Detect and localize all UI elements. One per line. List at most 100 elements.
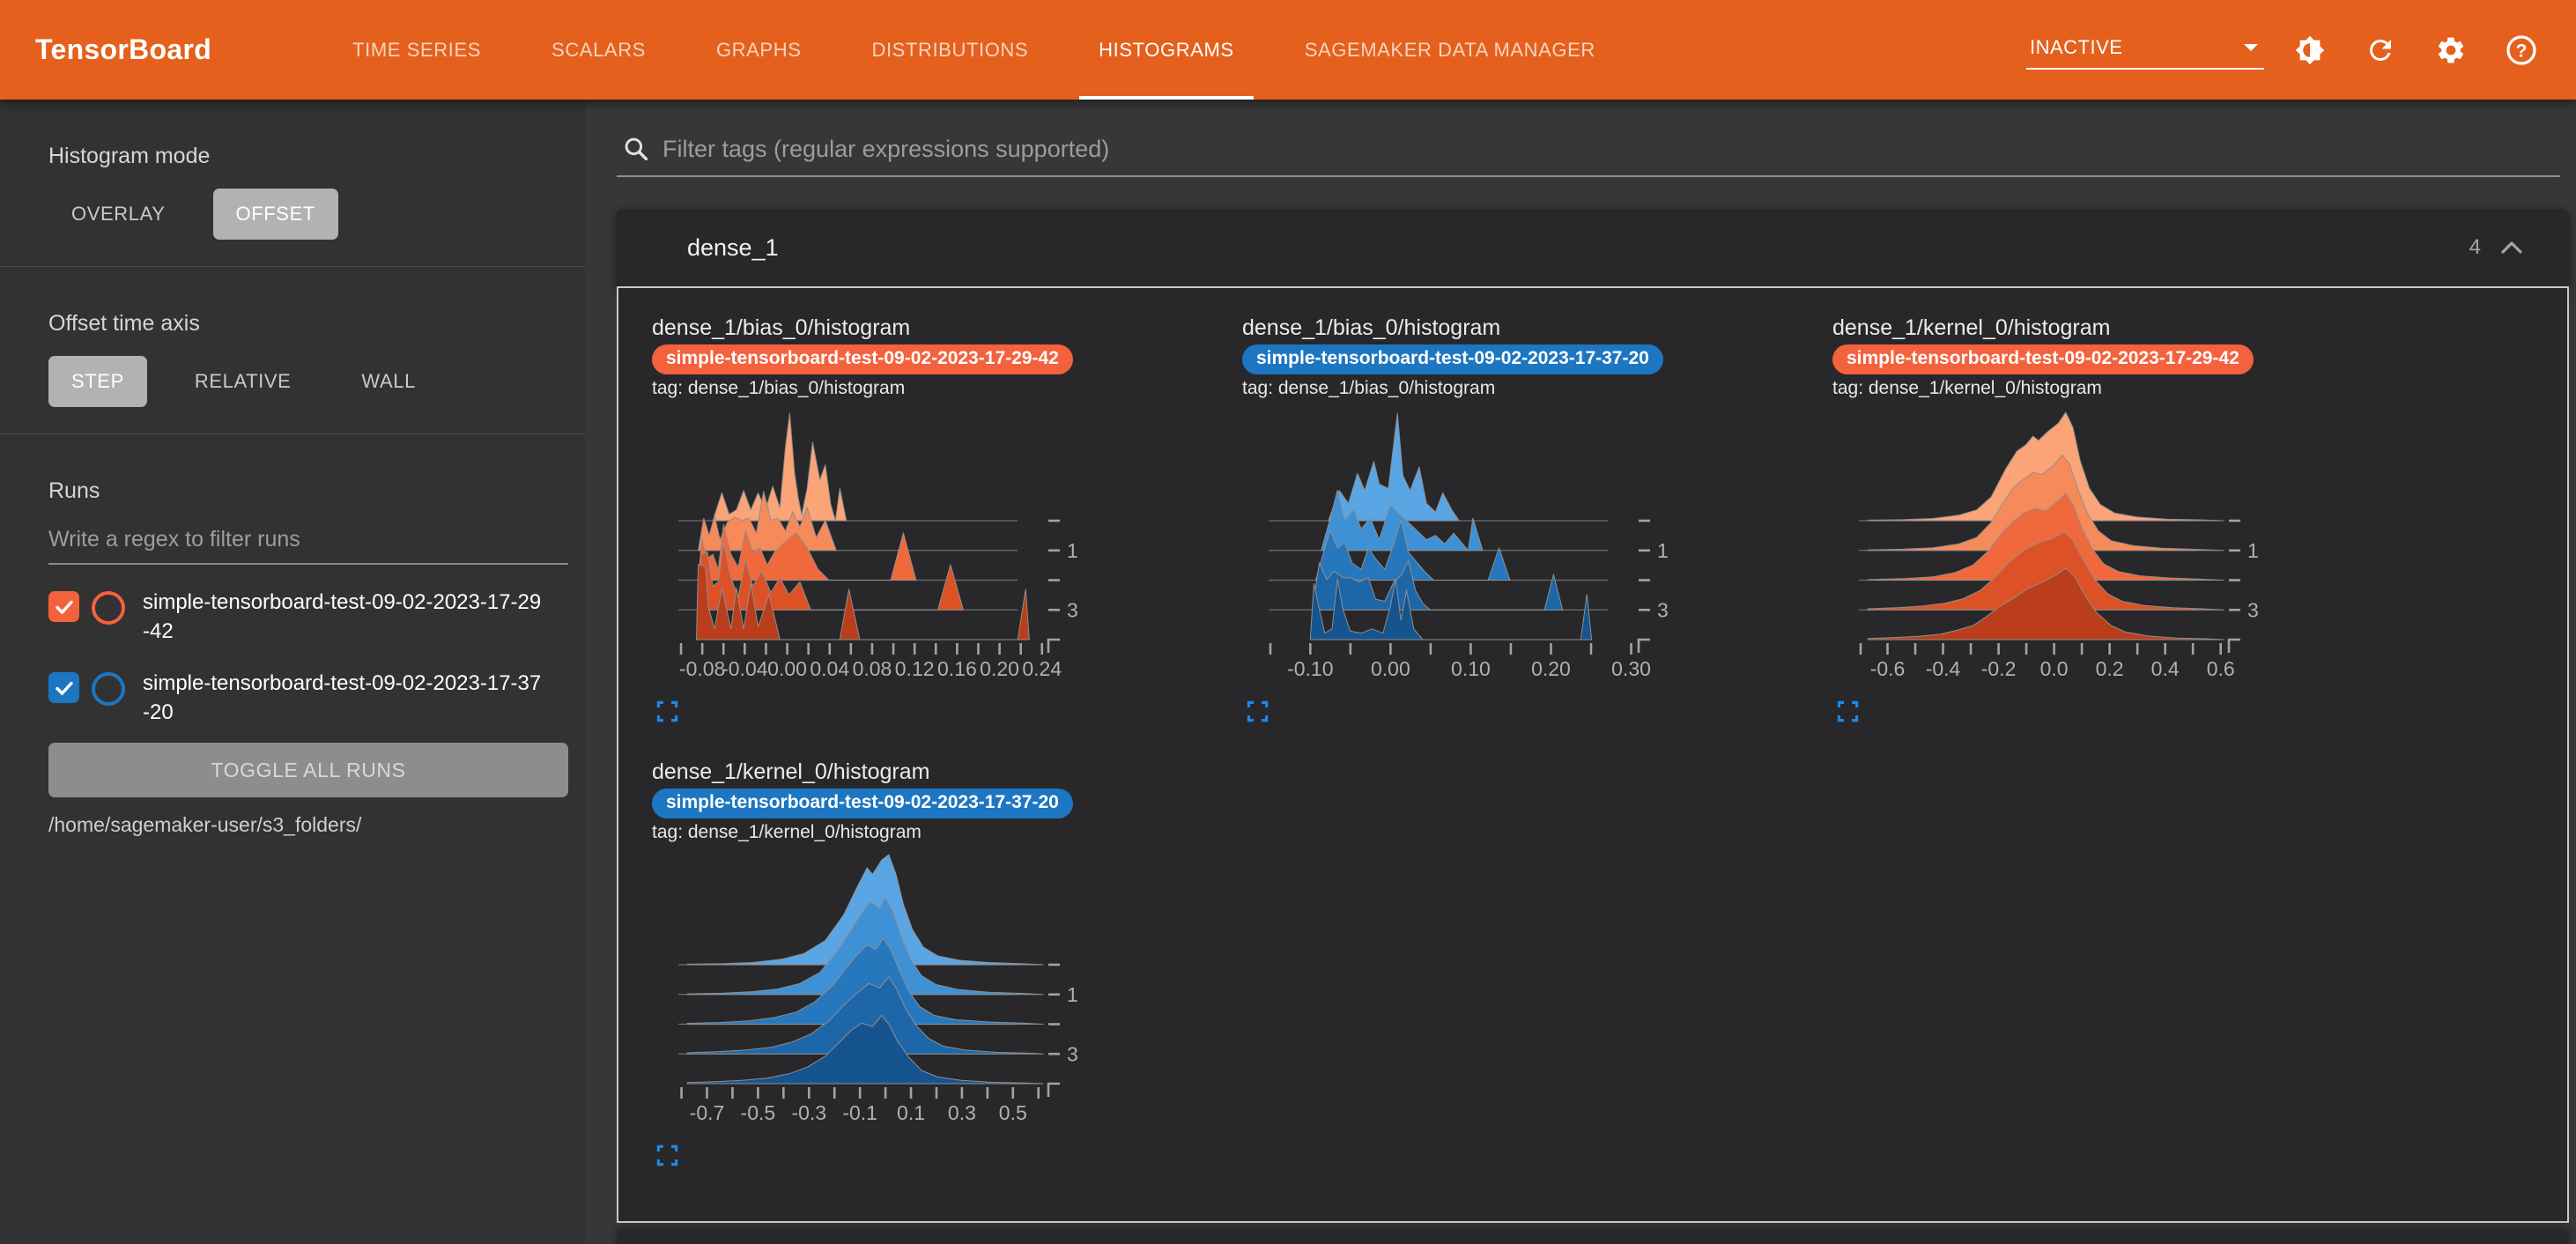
tag-label: tag: dense_1/kernel_0/histogram bbox=[652, 822, 922, 842]
chart-title: dense_1/kernel_0/histogram bbox=[652, 759, 930, 784]
y-tick-label: 1 bbox=[1067, 983, 1078, 1006]
y-tick-label: 3 bbox=[1067, 1042, 1078, 1065]
histogram-ridge bbox=[1867, 411, 2224, 522]
fullscreen-expand-icon[interactable] bbox=[655, 700, 679, 728]
main-content: Filter tags (regular expressions support… bbox=[586, 100, 2576, 1244]
offset-time-axis-label: Offset time axis bbox=[48, 311, 200, 336]
histogram-ridge bbox=[696, 564, 1030, 641]
x-tick-label: 0.30 bbox=[1611, 657, 1651, 680]
run-color-circle[interactable] bbox=[92, 672, 125, 706]
histogram-mode-group: OVERLAY OFFSET bbox=[48, 189, 568, 240]
run-checkbox[interactable] bbox=[48, 672, 79, 703]
fullscreen-expand-icon[interactable] bbox=[1836, 700, 1860, 728]
tag-filter-placeholder: Filter tags (regular expressions support… bbox=[663, 135, 1110, 162]
tag-group-header[interactable]: dense_1 4 bbox=[617, 209, 2569, 286]
x-tick-label: -0.6 bbox=[1870, 657, 1906, 680]
axis-corner-mark bbox=[2227, 638, 2240, 653]
chevron-up-icon bbox=[2501, 241, 2522, 254]
fullscreen-expand-icon[interactable] bbox=[655, 1144, 679, 1172]
sidebar: Histogram mode OVERLAY OFFSET Offset tim… bbox=[0, 100, 586, 1244]
reload-icon[interactable] bbox=[2365, 34, 2396, 66]
divider bbox=[0, 266, 586, 267]
x-tick-label: 0.3 bbox=[948, 1101, 976, 1124]
x-tick-label: 0.5 bbox=[999, 1101, 1027, 1124]
histogram-mode-label: Histogram mode bbox=[48, 144, 211, 168]
histogram-ridge bbox=[686, 976, 1044, 1055]
time-axis-step-button[interactable]: STEP bbox=[48, 356, 147, 407]
histogram-ridge bbox=[1328, 412, 1460, 522]
tag-filter-field[interactable]: Filter tags (regular expressions support… bbox=[617, 135, 2560, 177]
histogram-plot[interactable]: 1 3 -0.10 0.00 0.10 0.20 0.30 bbox=[1242, 399, 1788, 683]
status-dropdown[interactable]: INACTIVE bbox=[2026, 31, 2264, 70]
histogram-card: dense_1/kernel_0/histogram simple-tensorb… bbox=[1832, 315, 2387, 728]
axis-corner-mark bbox=[1047, 638, 1060, 653]
tab-time-series[interactable]: TIME SERIES bbox=[352, 38, 482, 61]
x-tick-label: 0.24 bbox=[1022, 657, 1062, 680]
x-tick-label: 0.12 bbox=[895, 657, 935, 680]
search-icon bbox=[625, 137, 648, 161]
tag-label: tag: dense_1/bias_0/histogram bbox=[652, 378, 906, 398]
y-tick-label: 3 bbox=[2247, 598, 2259, 621]
tag-group-collapse[interactable]: 4 bbox=[2469, 235, 2523, 260]
x-tick-label: -0.08 bbox=[679, 657, 725, 680]
tab-graphs[interactable]: GRAPHS bbox=[715, 38, 802, 61]
x-tick-label: 0.00 bbox=[1371, 657, 1410, 680]
divider bbox=[0, 433, 586, 434]
navbar-controls: INACTIVE ? bbox=[2026, 31, 2537, 70]
settings-icon[interactable] bbox=[2435, 34, 2467, 66]
tab-sagemaker-data-manager[interactable]: SAGEMAKER DATA MANAGER bbox=[1304, 38, 1595, 61]
time-axis-wall-button[interactable]: WALL bbox=[361, 370, 416, 392]
histogram-plot[interactable]: 1 3 -0.08-0.04 0.00 0.04 0.08 0.12 0.16 0.20 0.24 bbox=[652, 399, 1198, 683]
histogram-plot[interactable]: 1 3 -0.6 -0.4 -0.2 0.0 0.2 0.4 0.6 bbox=[1832, 399, 2379, 683]
histogram-ridge bbox=[1311, 559, 1564, 611]
run-filter-input[interactable]: Write a regex to filter runs bbox=[48, 527, 568, 565]
status-dropdown-value: INACTIVE bbox=[2030, 35, 2123, 58]
tab-distributions[interactable]: DISTRIBUTIONS bbox=[871, 38, 1029, 61]
x-tick-label: 0.20 bbox=[1531, 657, 1571, 680]
fullscreen-expand-icon[interactable] bbox=[1246, 700, 1269, 728]
histogram-ridge bbox=[686, 1015, 1044, 1085]
x-tick-label: 0.08 bbox=[853, 657, 892, 680]
x-tick-label: 0.1 bbox=[897, 1101, 925, 1124]
svg-text:?: ? bbox=[2516, 41, 2528, 61]
axis-corner-mark bbox=[1047, 1082, 1060, 1097]
histogram-mode-offset-button[interactable]: OFFSET bbox=[212, 189, 338, 240]
x-tick-label: 0.16 bbox=[937, 657, 977, 680]
help-icon[interactable]: ? bbox=[2506, 34, 2537, 66]
x-tick-label: -0.7 bbox=[690, 1101, 725, 1124]
histogram-plot[interactable]: 1 3 -0.7 -0.5 -0.3 -0.1 0.1 0.3 0.5 bbox=[652, 843, 1198, 1127]
histogram-card: dense_1/bias_0/histogram simple-tensorboa… bbox=[652, 315, 1207, 728]
run-badge: simple-tensorboard-test-09-02-2023-17-29… bbox=[1832, 344, 2254, 374]
next-tag-group-header[interactable] bbox=[617, 1230, 2569, 1244]
top-navbar: TensorBoard TIME SERIES SCALARS GRAPHS D… bbox=[0, 0, 2576, 100]
toggle-all-runs-button[interactable]: TOGGLE ALL RUNS bbox=[48, 743, 568, 797]
run-checkbox[interactable] bbox=[48, 591, 79, 622]
histogram-ridge bbox=[1315, 519, 1511, 581]
run-row: simple-tensorboard-test-09-02-2023-17-37… bbox=[48, 669, 568, 727]
histogram-mode-overlay-button[interactable]: OVERLAY bbox=[71, 203, 166, 225]
brightness-icon[interactable] bbox=[2294, 34, 2326, 66]
checkmark-icon bbox=[55, 600, 73, 614]
tab-histograms[interactable]: HISTOGRAMS bbox=[1079, 0, 1254, 100]
x-tick-label: -0.10 bbox=[1287, 657, 1333, 680]
histogram-ridge bbox=[1867, 567, 2224, 641]
chart-title: dense_1/kernel_0/histogram bbox=[1832, 315, 2111, 340]
tag-group-title: dense_1 bbox=[687, 233, 779, 261]
histogram-card: dense_1/bias_0/histogram simple-tensorboa… bbox=[1242, 315, 1797, 728]
y-tick-label: 1 bbox=[1657, 539, 1669, 562]
histogram-ridge bbox=[1867, 531, 2224, 611]
tab-scalars[interactable]: SCALARS bbox=[551, 38, 646, 61]
run-name: simple-tensorboard-test-09-02-2023-17-37… bbox=[143, 671, 542, 724]
histogram-card: dense_1/kernel_0/histogram simple-tensorb… bbox=[652, 759, 1207, 1172]
x-tick-label: -0.3 bbox=[791, 1101, 826, 1124]
histogram-ridge bbox=[697, 543, 964, 611]
histogram-ridge bbox=[686, 897, 1044, 996]
run-color-circle[interactable] bbox=[92, 591, 125, 625]
time-axis-relative-button[interactable]: RELATIVE bbox=[194, 370, 292, 392]
histogram-ridge bbox=[698, 491, 837, 552]
y-tick-label: 1 bbox=[2247, 539, 2259, 562]
x-tick-label: -0.5 bbox=[741, 1101, 776, 1124]
y-tick-label: 3 bbox=[1067, 598, 1078, 621]
x-tick-label: 0.2 bbox=[2096, 657, 2124, 680]
tag-label: tag: dense_1/kernel_0/histogram bbox=[1832, 378, 2102, 398]
